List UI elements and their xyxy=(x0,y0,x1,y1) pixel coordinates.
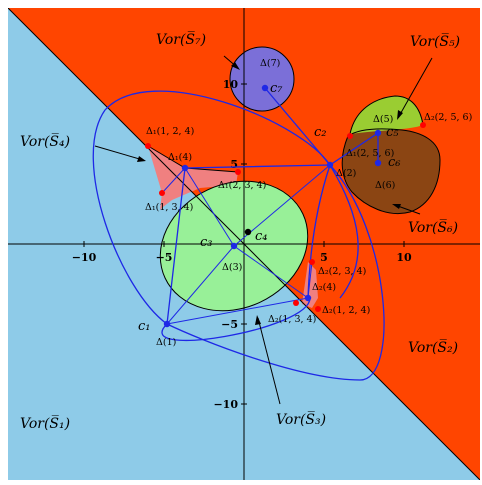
edge-c2-c7 xyxy=(264,87,331,166)
point-c2 xyxy=(326,161,334,169)
point-c1 xyxy=(163,320,171,328)
label-delta1-4: Δ₁(4) xyxy=(168,152,192,163)
s7-boundary xyxy=(229,46,295,112)
edge-delta24-delta234 xyxy=(307,261,313,299)
label-delta6: Δ(6) xyxy=(375,180,395,191)
label-delta2-134: Δ₂(1, 3, 4) xyxy=(268,314,316,325)
label-delta1-134: Δ₁(1, 3, 4) xyxy=(145,202,193,213)
label-delta1-234: Δ₁(2, 3, 4) xyxy=(218,180,266,191)
label-delta2-124: Δ₂(1, 2, 4) xyxy=(322,305,370,316)
label-c2: c₂ xyxy=(314,125,327,140)
label-c4: c₄ xyxy=(255,229,268,244)
region-s6 xyxy=(342,128,440,214)
point-delta1-124 xyxy=(145,143,151,149)
x-tick-label: 5 xyxy=(320,251,328,264)
point-delta1-4 xyxy=(181,164,189,172)
label-delta3: Δ(3) xyxy=(222,262,242,273)
arrowhead-s7 xyxy=(231,62,240,70)
label-delta2-234: Δ₂(2, 3, 4) xyxy=(318,266,366,277)
label-delta2-256: Δ₂(2, 5, 6) xyxy=(424,112,472,123)
label-vor-s5: Vor(S̅₅) xyxy=(410,31,460,50)
y-tick-label: −5 xyxy=(221,318,238,331)
y-tick-label: −10 xyxy=(213,398,238,411)
x-tick-label: −10 xyxy=(72,251,97,264)
point-c6 xyxy=(374,159,382,167)
label-delta1: Δ(1) xyxy=(156,337,176,348)
label-vor-s2: Vor(S̅₂) xyxy=(408,337,458,356)
point-delta2-256 xyxy=(420,122,426,128)
label-c7: c₇ xyxy=(270,81,283,96)
arrowhead-s5 xyxy=(397,110,403,120)
curve-c2-delta2 xyxy=(329,164,359,299)
curve-c2-c3 xyxy=(307,164,331,299)
label-c3: c₃ xyxy=(200,235,213,250)
label-vor-s1: Vor(S̅₁) xyxy=(20,413,70,432)
label-delta1-256: Δ₁(2, 5, 6) xyxy=(346,148,394,159)
edge-delta134-delta14 xyxy=(161,167,186,194)
label-c6: c₆ xyxy=(388,155,401,170)
y-tick-label: 5 xyxy=(230,158,238,171)
point-c3 xyxy=(230,242,238,250)
point-delta1-134 xyxy=(159,190,165,196)
label-delta2: Δ(2) xyxy=(336,168,356,179)
label-vor-s7: Vor(S̅₇) xyxy=(156,29,206,48)
axis-ticks: −10 −5 5 10 10 5 −5 −10 xyxy=(72,78,412,411)
label-delta2-4: Δ₂(4) xyxy=(312,282,336,293)
edge-c3-c1 xyxy=(166,245,235,325)
x-tick-label: −5 xyxy=(156,251,173,264)
point-delta2-234 xyxy=(309,259,315,265)
label-delta7: Δ(7) xyxy=(260,58,280,69)
label-vor-s3: Vor(S̅₃) xyxy=(276,409,326,428)
arrow-heads xyxy=(137,62,403,325)
vertex-points xyxy=(145,122,426,312)
label-c5: c₅ xyxy=(386,125,399,140)
region-s4 xyxy=(148,146,238,210)
point-delta2-124 xyxy=(315,306,321,312)
arrow-s3 xyxy=(257,317,281,405)
arrow-s5 xyxy=(397,57,433,119)
label-delta5: Δ(5) xyxy=(373,114,393,125)
s6-boundary xyxy=(341,128,441,215)
point-delta2-4 xyxy=(304,294,312,302)
blue-curves xyxy=(92,87,385,381)
point-c4 xyxy=(244,228,252,236)
y-tick-label: 10 xyxy=(223,78,239,91)
point-c7 xyxy=(261,84,269,92)
edge-c1-delta2-4 xyxy=(166,297,309,325)
label-vor-s4: Vor(S̅₄) xyxy=(20,131,70,150)
label-c1: c₁ xyxy=(138,319,151,334)
curve-c1-c2-upper xyxy=(92,90,331,325)
point-delta1-256 xyxy=(347,133,353,139)
label-vor-s6: Vor(S̅₆) xyxy=(408,217,458,236)
center-points xyxy=(163,84,382,328)
s5-boundary xyxy=(349,95,424,135)
point-c5 xyxy=(374,129,382,137)
arrow-s4 xyxy=(94,145,144,161)
arrowhead-s4 xyxy=(137,156,146,162)
curve-c1-c3 xyxy=(161,297,311,341)
label-delta1-124: Δ₁(1, 2, 4) xyxy=(146,126,194,137)
s3-boundary xyxy=(159,180,309,312)
point-delta2-134 xyxy=(293,300,299,306)
edge-c3-delta2-4 xyxy=(233,245,309,299)
edge-c3-delta1-4 xyxy=(184,167,235,247)
region-s7 xyxy=(230,47,294,111)
point-delta1-234 xyxy=(235,169,241,175)
arrowhead-s6 xyxy=(392,204,401,209)
curve-c1-c2-lower xyxy=(166,164,385,381)
arrowhead-s3 xyxy=(255,315,261,325)
x-tick-label: 10 xyxy=(396,251,412,264)
